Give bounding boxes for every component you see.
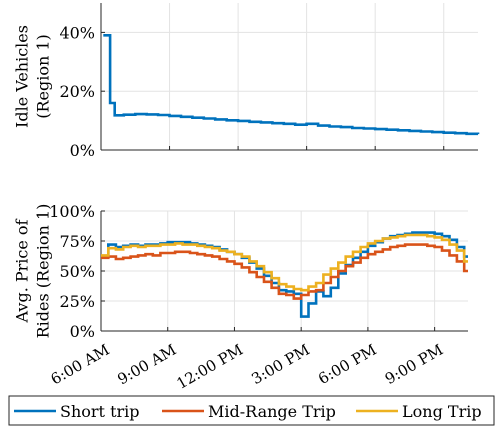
- chart-1: 0% 20% 40% Idle Vehicles (Region 1): [13, 3, 480, 160]
- series-line-3: [101, 233, 468, 292]
- y-tick-label: 0%: [70, 322, 95, 341]
- y-tick-label: 20%: [59, 82, 95, 101]
- series-line-2: [101, 243, 468, 300]
- legend-box: [8, 395, 495, 426]
- legend-label-1: Short trip: [60, 402, 140, 421]
- x-tick-label: 3:00 PM: [248, 341, 312, 389]
- y-tick-label: 0%: [70, 141, 95, 160]
- y-tick-label: 75%: [59, 232, 95, 251]
- y-tick-label: 100%: [49, 202, 95, 221]
- x-tick-label: 6:00 AM: [48, 341, 113, 389]
- y-axis-label-line2: (Region 1): [34, 34, 53, 119]
- y-axis-label: Avg. Price of: [13, 218, 32, 323]
- legend: Short trip Mid-Range Trip Long Trip: [8, 395, 495, 426]
- y-tick-label: 25%: [59, 292, 95, 311]
- y-axis-label: Idle Vehicles: [13, 25, 32, 128]
- legend-label-2: Mid-Range Trip: [208, 402, 336, 421]
- y-axis-label-line2: Rides (Region 1): [34, 204, 53, 339]
- y-tick-label: 50%: [59, 262, 95, 281]
- x-tick-label: 9:00 PM: [382, 341, 446, 389]
- y-tick-label: 40%: [59, 23, 95, 42]
- legend-label-3: Long Trip: [402, 402, 482, 421]
- x-tick-label: 6:00 PM: [315, 341, 379, 389]
- series-line-1: [103, 34, 480, 136]
- x-tick-label: 12:00 PM: [173, 341, 246, 393]
- x-tick-label: 9:00 AM: [114, 341, 179, 389]
